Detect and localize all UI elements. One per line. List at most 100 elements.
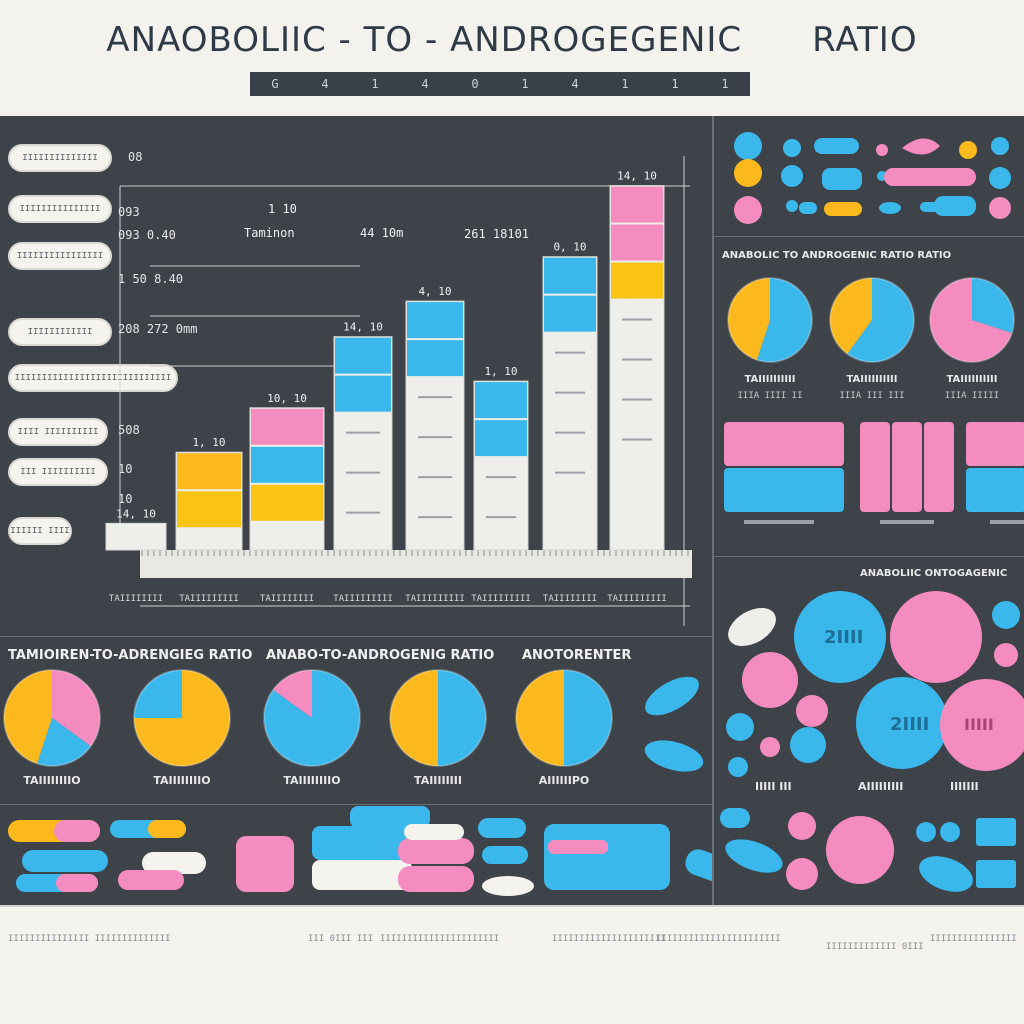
bar-top-label: 14, 10 (343, 321, 383, 334)
category-label: TAIIIIIIIII (471, 594, 531, 604)
capsule-icon (934, 196, 976, 216)
tablet-icon (786, 200, 798, 212)
tablet-icon (794, 591, 886, 683)
right-bottom-pills (720, 808, 1016, 892)
label-line (990, 520, 1024, 524)
capsule-icon (814, 138, 859, 154)
bar-segment (251, 484, 323, 521)
annotation: 261 18101 (464, 227, 529, 241)
tablet-icon (826, 816, 894, 884)
pie-label: TAIIIIIIIIII (745, 374, 796, 385)
capsule-icon (142, 852, 206, 874)
capsule-collection (734, 132, 1011, 224)
footer-text: III 0III III (308, 934, 374, 944)
bar-segment (335, 337, 391, 374)
tablet-icon (734, 159, 762, 187)
capsule-icon (398, 838, 474, 864)
tablet-imprint: 2IIII (890, 714, 929, 735)
pill-stack (548, 840, 608, 854)
capsule-icon (56, 874, 98, 892)
tablet-icon (728, 757, 748, 777)
capsule-icon (54, 820, 100, 842)
pie-outline (3, 669, 101, 767)
pie-slice (134, 670, 182, 718)
capsule-icon (398, 866, 474, 892)
tablet-icon (796, 695, 828, 727)
tablet-icon (645, 676, 699, 716)
title-right: RATIO (812, 20, 918, 60)
tablet-icon (790, 727, 826, 763)
bar-segment (544, 295, 596, 332)
tablet-icon (725, 839, 783, 873)
title-left: ANAOBOLIIC - TO - ANDROGEGENIC (106, 20, 743, 60)
tablet-block (976, 860, 1016, 888)
strip-glyph: 0 (471, 77, 479, 91)
pie-outline (263, 669, 361, 767)
bar-segment (544, 257, 596, 294)
pill-stack (236, 836, 294, 892)
capsule-icon (799, 202, 817, 214)
bar-segment (475, 420, 527, 457)
big-tablets: 2IIII 2IIII IIIII (726, 591, 1024, 777)
pie-chart (515, 669, 613, 767)
bar-top-label: 1, 10 (192, 436, 225, 449)
annotation: Taminon (244, 226, 295, 240)
bar-top-label: 14, 10 (617, 170, 657, 183)
category-label: TAIIIIIIIII (405, 594, 465, 604)
y-axis-text: 08 (128, 150, 143, 164)
tablet-icon (788, 812, 816, 840)
pie-slice (757, 278, 812, 362)
tablet-icon (786, 858, 818, 890)
y-axis-text: 093 0.40 (118, 228, 176, 242)
pie-slice (438, 670, 486, 766)
bar (105, 522, 167, 551)
bar-segment (611, 224, 663, 261)
tablet-icon (783, 139, 801, 157)
pie-outline (727, 277, 813, 363)
right-tablet-label: IIIIIII (950, 780, 979, 793)
pie-label: TAIIIIIIIIII (847, 374, 898, 385)
axis-ruler (140, 550, 692, 578)
category-label: TAIIIIIIII (109, 594, 163, 604)
pie-sublabel: IIIA IIII II (737, 391, 802, 401)
pie-chart (263, 669, 361, 767)
pie-outline (929, 277, 1015, 363)
pie-label: TAIIIIIIIIO (283, 774, 340, 787)
pie-sublabel: IIIA III III (839, 391, 904, 401)
bar-top-label: 0, 10 (553, 241, 586, 254)
tablet-icon (959, 141, 977, 159)
pie-label: AIIIIIIPO (539, 774, 589, 787)
pie-slice (273, 670, 312, 718)
pill-stack (350, 806, 430, 828)
tablet-block (720, 808, 750, 828)
capsule-icon (22, 850, 108, 872)
pill-icon (902, 138, 940, 155)
side-label-pill: IIIIIIIIIIIIIII (8, 195, 112, 223)
tablet-icon (742, 652, 798, 708)
tablet-blocks (724, 422, 1024, 524)
tablet-icon (989, 197, 1011, 219)
tablet-imprint: IIIII (964, 715, 994, 734)
right-pie-charts: TAIIIIIIIIII IIIA IIII II TAIIIIIIIIII IIIA… (727, 277, 1015, 401)
tablet-icon (856, 677, 948, 769)
bar-top-label: 4, 10 (418, 285, 451, 298)
pie-sublabel: IIIA IIIII (945, 391, 999, 401)
title-strip: G 4 1 4 0 1 4 1 1 1 (250, 72, 750, 96)
y-axis-text: 208 272 0mm (118, 322, 198, 336)
strip-glyph: 1 (671, 77, 679, 91)
tablet-block (966, 468, 1024, 512)
footer (0, 905, 1024, 997)
tablet-icon (919, 856, 973, 892)
divider (712, 116, 714, 906)
pie-slice (52, 670, 101, 747)
bar-segment (177, 491, 241, 528)
tablet-block (724, 422, 844, 466)
capsule-icon (685, 849, 712, 888)
tablet-imprint: 2IIII (824, 627, 863, 648)
divider (0, 636, 712, 637)
label-line (880, 520, 934, 524)
strip-glyph: G (271, 77, 279, 91)
capsule-icon (822, 168, 862, 190)
pill-stack (312, 860, 412, 890)
pie-outline (515, 669, 613, 767)
